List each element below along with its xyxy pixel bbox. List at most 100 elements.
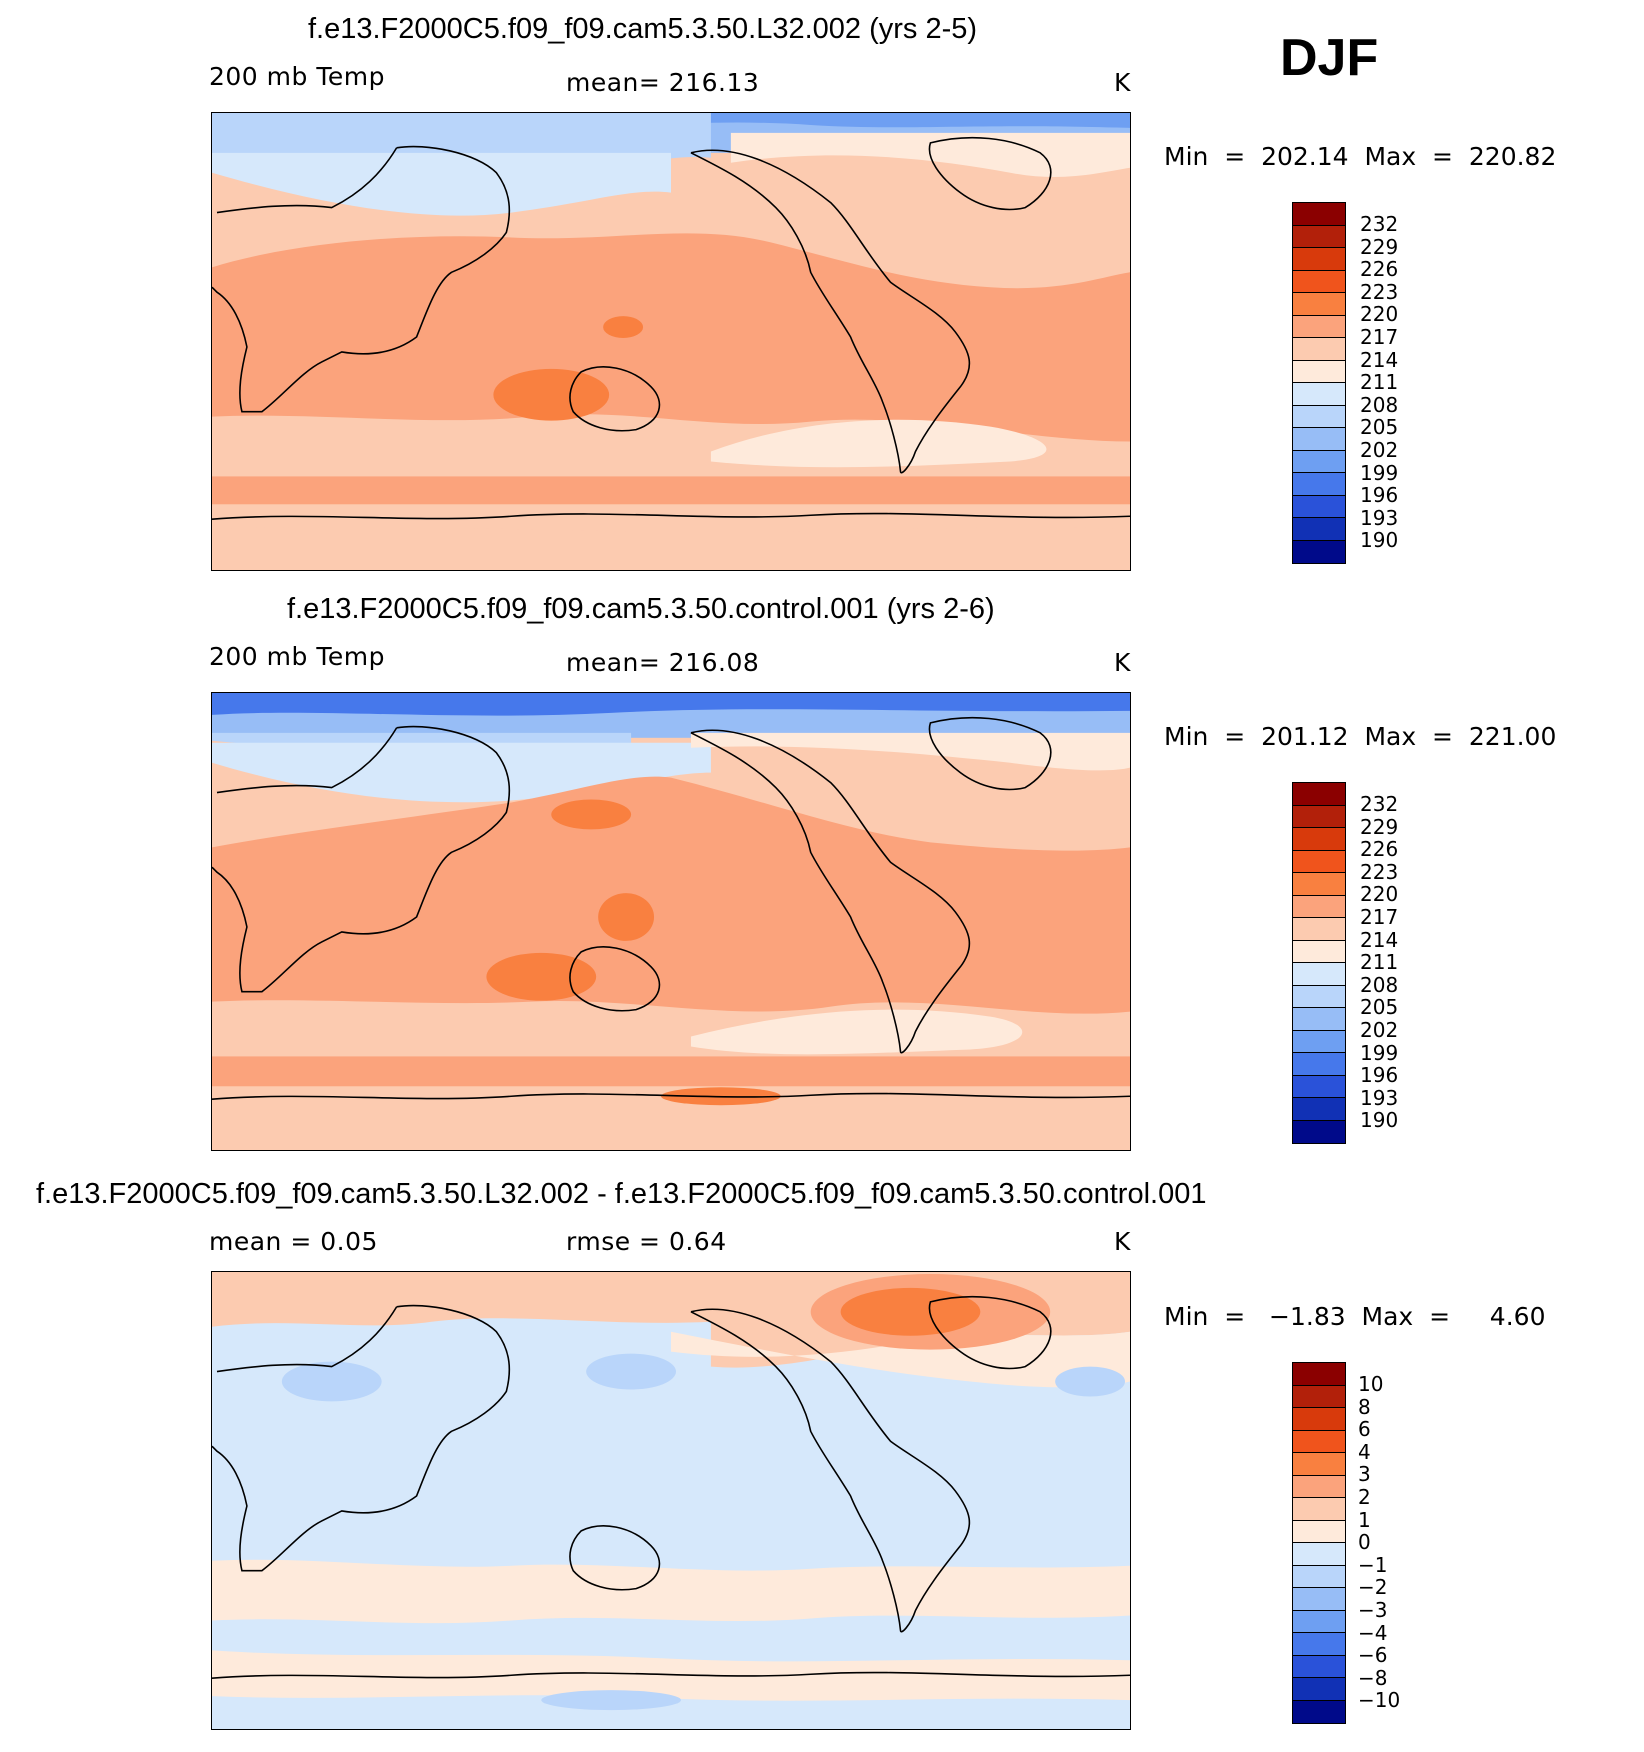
panel-2-mean-label: mean= 216.08 — [566, 648, 760, 677]
colorbar-swatch — [1293, 873, 1345, 896]
colorbar-tick-label: 229 — [1360, 234, 1399, 259]
colorbar-swatch — [1293, 360, 1345, 383]
colorbar-swatch — [1293, 1098, 1345, 1121]
colorbar-tick-label: 190 — [1360, 1108, 1399, 1133]
colorbar-tick-label: 202 — [1360, 437, 1399, 462]
colorbar-swatch — [1293, 963, 1345, 986]
colorbar-swatch — [1293, 518, 1345, 541]
colorbar-tick-label: 199 — [1360, 460, 1399, 485]
colorbar-tick-label: 199 — [1360, 1040, 1399, 1065]
colorbar-swatch — [1293, 1408, 1345, 1431]
colorbar-swatch — [1293, 383, 1345, 406]
colorbar-swatch — [1293, 225, 1345, 248]
colorbar-tick-label: −10 — [1358, 1688, 1401, 1713]
colorbar-tick-label: 211 — [1360, 950, 1399, 975]
panel-1-colorbar — [1292, 202, 1346, 564]
colorbar-tick-label: 196 — [1360, 483, 1399, 508]
colorbar-tick-label: 8 — [1358, 1394, 1371, 1419]
colorbar-tick-label: −4 — [1358, 1620, 1388, 1645]
colorbar-tick-label: 223 — [1360, 279, 1399, 304]
colorbar-swatch — [1293, 1498, 1345, 1521]
colorbar-tick-label: 220 — [1360, 302, 1399, 327]
colorbar-swatch — [1293, 985, 1345, 1008]
colorbar-swatch — [1293, 1588, 1345, 1611]
colorbar-swatch — [1293, 1655, 1345, 1678]
colorbar-tick-label: −6 — [1358, 1643, 1388, 1668]
colorbar-tick-label: 193 — [1360, 1085, 1399, 1110]
colorbar-tick-label: 226 — [1360, 837, 1399, 862]
colorbar-swatch — [1293, 1453, 1345, 1476]
colorbar-swatch — [1293, 1385, 1345, 1408]
colorbar-tick-label: 10 — [1358, 1372, 1384, 1396]
panel-1-colorbar-ticks: 232 229 226 223 220 217 214 211 208 205 … — [1360, 213, 1398, 552]
panel-2-colorbar — [1292, 782, 1346, 1144]
colorbar-swatch — [1293, 940, 1345, 963]
colorbar-tick-label: 196 — [1360, 1063, 1399, 1088]
colorbar-tick-label: 193 — [1360, 505, 1399, 530]
colorbar-tick-label: 208 — [1360, 972, 1399, 997]
colorbar-swatch — [1293, 1430, 1345, 1453]
colorbar-swatch — [1293, 1633, 1345, 1656]
colorbar-tick-label: 217 — [1360, 904, 1399, 929]
panel-2-units-label: K — [1114, 648, 1131, 677]
colorbar-swatch — [1293, 540, 1345, 563]
colorbar-tick-label: 208 — [1360, 392, 1399, 417]
panel-3-rmse-label: rmse = 0.64 — [566, 1227, 727, 1256]
panel-1-contour-field — [212, 113, 1130, 570]
colorbar-tick-label: 202 — [1360, 1017, 1399, 1042]
colorbar-tick-label: 205 — [1360, 415, 1399, 440]
colorbar-swatch — [1293, 1520, 1345, 1543]
colorbar-tick-label: 214 — [1360, 347, 1399, 372]
colorbar-swatch — [1293, 473, 1345, 496]
colorbar-tick-label: 6 — [1358, 1417, 1371, 1442]
panel-3-min-max: Min = −1.83 Max = 4.60 — [1164, 1302, 1546, 1331]
colorbar-swatch — [1293, 828, 1345, 851]
panel-1-min-max: Min = 202.14 Max = 220.82 — [1164, 142, 1557, 171]
colorbar-swatch — [1293, 1030, 1345, 1053]
colorbar-tick-label: 229 — [1360, 814, 1399, 839]
colorbar-swatch — [1293, 203, 1345, 226]
colorbar-swatch — [1293, 1053, 1345, 1076]
colorbar-tick-label: 220 — [1360, 882, 1399, 907]
panel-1-title: f.e13.F2000C5.f09_f09.cam5.3.50.L32.002 … — [308, 13, 978, 45]
colorbar-swatch — [1293, 495, 1345, 518]
colorbar-swatch — [1293, 338, 1345, 361]
panel-3-contour-field — [212, 1272, 1130, 1729]
colorbar-swatch — [1293, 270, 1345, 293]
colorbar-tick-label: 232 — [1360, 212, 1399, 236]
colorbar-tick-label: 205 — [1360, 995, 1399, 1020]
colorbar-tick-label: 3 — [1358, 1462, 1371, 1487]
colorbar-swatch — [1293, 1075, 1345, 1098]
panel-1-variable-label: 200 mb Temp — [209, 62, 385, 91]
colorbar-tick-label: 211 — [1360, 370, 1399, 395]
panel-3-colorbar — [1292, 1362, 1346, 1724]
colorbar-swatch — [1293, 895, 1345, 918]
colorbar-swatch — [1293, 1475, 1345, 1498]
colorbar-swatch — [1293, 1543, 1345, 1566]
colorbar-swatch — [1293, 450, 1345, 473]
colorbar-swatch — [1293, 1008, 1345, 1031]
panel-3-map — [211, 1271, 1131, 1730]
colorbar-swatch — [1293, 1678, 1345, 1701]
panel-2-contour-field — [212, 693, 1130, 1150]
colorbar-tick-label: 217 — [1360, 324, 1399, 349]
colorbar-tick-label: 214 — [1360, 927, 1399, 952]
panel-2-min-max: Min = 201.12 Max = 221.00 — [1164, 722, 1557, 751]
colorbar-tick-label: 1 — [1358, 1507, 1371, 1532]
colorbar-swatch — [1293, 918, 1345, 941]
colorbar-swatch — [1293, 1363, 1345, 1386]
panel-3-units-label: K — [1114, 1227, 1131, 1256]
colorbar-swatch — [1293, 315, 1345, 338]
colorbar-swatch — [1293, 805, 1345, 828]
colorbar-swatch — [1293, 850, 1345, 873]
panel-1-map — [211, 112, 1131, 571]
colorbar-tick-label: 232 — [1360, 792, 1399, 816]
colorbar-tick-label: 190 — [1360, 528, 1399, 553]
colorbar-swatch — [1293, 248, 1345, 271]
colorbar-tick-label: −8 — [1358, 1665, 1388, 1690]
panel-3-mean-label: mean = 0.05 — [209, 1227, 378, 1256]
colorbar-tick-label: 223 — [1360, 859, 1399, 884]
colorbar-tick-label: −1 — [1358, 1552, 1388, 1577]
colorbar-swatch — [1293, 428, 1345, 451]
panel-1-mean-label: mean= 216.13 — [566, 68, 760, 97]
